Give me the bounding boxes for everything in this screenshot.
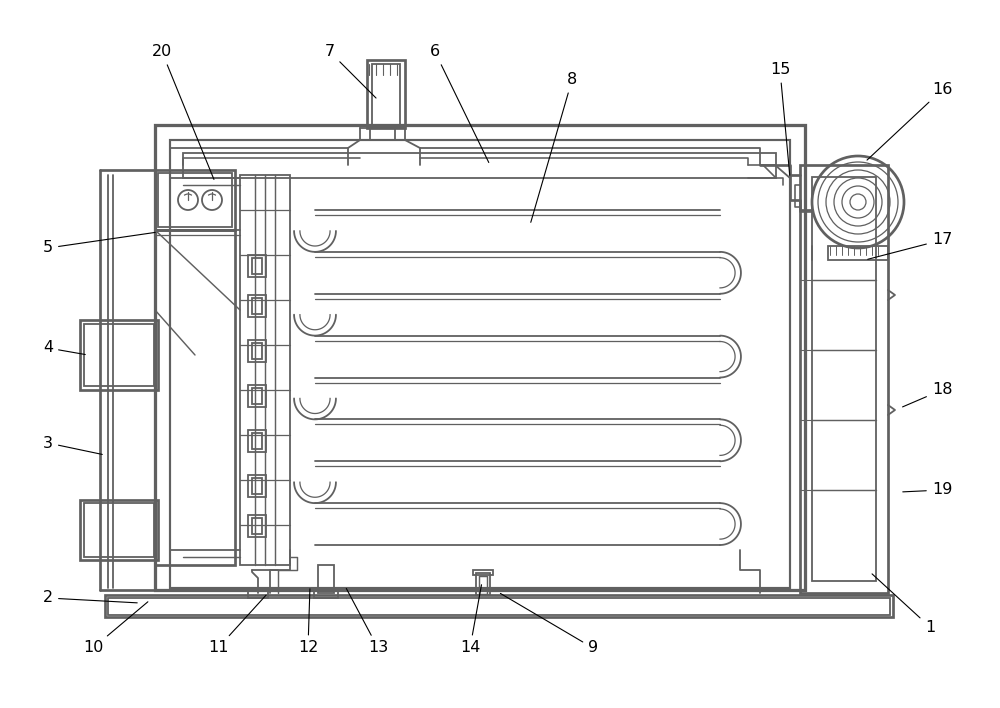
- Text: 9: 9: [500, 593, 598, 656]
- Bar: [84, 503, 154, 557]
- Bar: [314, 590, 338, 598]
- Text: 19: 19: [903, 482, 952, 498]
- Bar: [248, 430, 266, 452]
- Bar: [476, 573, 490, 595]
- Bar: [248, 255, 266, 277]
- Bar: [84, 324, 154, 386]
- Text: 5: 5: [43, 232, 155, 256]
- Bar: [80, 500, 158, 560]
- Text: 2: 2: [43, 590, 137, 605]
- Text: 6: 6: [430, 45, 489, 163]
- Text: 3: 3: [43, 435, 102, 455]
- Bar: [248, 340, 266, 362]
- Bar: [248, 295, 266, 317]
- Text: 1: 1: [872, 574, 935, 634]
- Text: 15: 15: [770, 62, 790, 176]
- Text: 14: 14: [460, 585, 482, 656]
- Bar: [248, 590, 268, 598]
- Bar: [155, 230, 235, 565]
- Bar: [252, 478, 262, 494]
- Bar: [252, 433, 262, 449]
- Bar: [108, 598, 890, 615]
- Bar: [800, 165, 888, 593]
- Bar: [170, 140, 790, 588]
- Text: 13: 13: [346, 588, 388, 656]
- Bar: [155, 170, 235, 230]
- Bar: [252, 298, 262, 314]
- Text: 16: 16: [867, 83, 952, 160]
- Bar: [812, 177, 876, 581]
- Text: 4: 4: [43, 341, 85, 355]
- Text: 8: 8: [531, 72, 577, 222]
- Bar: [473, 570, 493, 575]
- Text: 7: 7: [325, 45, 376, 98]
- Bar: [155, 125, 805, 590]
- Bar: [479, 576, 487, 594]
- Bar: [248, 385, 266, 407]
- Text: 17: 17: [868, 232, 952, 259]
- Bar: [252, 258, 262, 274]
- Bar: [252, 388, 262, 404]
- Text: 11: 11: [208, 595, 266, 656]
- Bar: [828, 246, 888, 260]
- Text: 12: 12: [298, 589, 318, 656]
- Bar: [183, 153, 776, 178]
- Bar: [240, 175, 290, 565]
- Text: 20: 20: [152, 45, 214, 179]
- Bar: [248, 515, 266, 537]
- Bar: [252, 343, 262, 359]
- Bar: [158, 173, 232, 227]
- Text: 18: 18: [903, 382, 952, 407]
- Bar: [252, 518, 262, 534]
- Bar: [372, 64, 400, 126]
- Bar: [105, 595, 893, 617]
- Bar: [318, 565, 334, 593]
- Bar: [248, 475, 266, 497]
- Bar: [80, 320, 158, 390]
- Bar: [367, 60, 405, 128]
- Text: 10: 10: [83, 602, 148, 656]
